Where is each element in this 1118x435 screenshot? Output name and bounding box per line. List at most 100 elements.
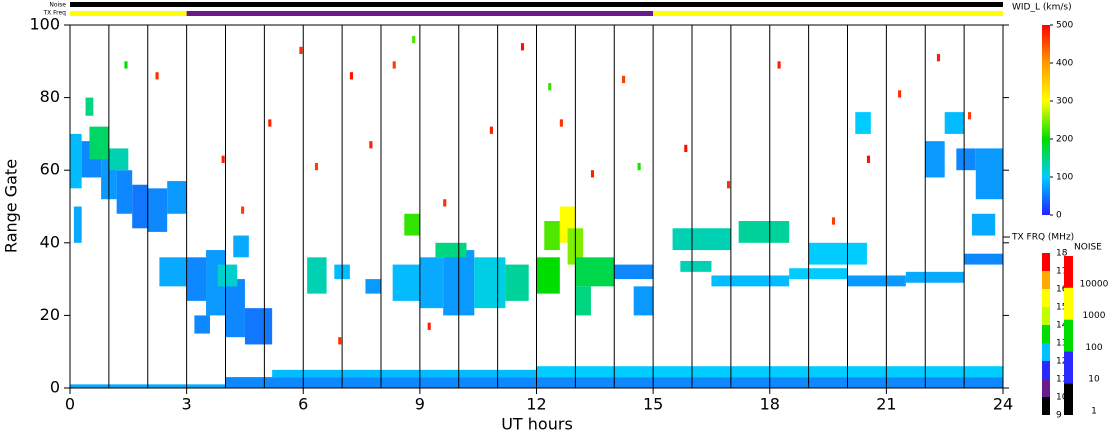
echo-cell	[73, 206, 82, 243]
x-axis-label: UT hours	[501, 415, 573, 434]
echo-cell	[221, 155, 225, 163]
tx-tick-label: 18	[1056, 249, 1068, 259]
echo-cell	[268, 119, 272, 127]
tx-band	[1042, 253, 1050, 271]
echo-cell	[412, 35, 416, 44]
x-tick-label: 21	[876, 395, 896, 414]
x-tick-label: 9	[415, 395, 425, 414]
echo-cell	[194, 315, 210, 334]
echo-cell	[419, 257, 444, 309]
echo-cell	[147, 188, 168, 232]
tx-band	[1042, 343, 1050, 361]
echo-cell	[590, 170, 595, 178]
echo-cell	[633, 286, 654, 316]
echo-cell	[217, 264, 238, 287]
y-tick-label: 40	[40, 232, 60, 251]
echo-cell	[575, 257, 615, 287]
tx-tick-label: 17	[1056, 267, 1067, 277]
echo-cell	[544, 221, 560, 251]
echo-cell	[116, 170, 133, 214]
x-tick-label: 24	[993, 395, 1013, 414]
tx-tick-label: 16	[1056, 285, 1068, 295]
echo-cell	[299, 46, 303, 55]
echo-cell	[944, 112, 965, 134]
noise-band	[1064, 319, 1073, 352]
tx-segment	[186, 11, 654, 16]
echo-cell	[831, 217, 836, 225]
echo-cell	[936, 54, 941, 62]
y-tick-label: 20	[40, 305, 60, 324]
echo-cell	[272, 369, 537, 378]
noise-band	[1064, 287, 1073, 320]
tx-tick-label: 10	[1056, 393, 1068, 403]
echo-cell	[808, 242, 867, 265]
echo-cell	[726, 181, 731, 189]
echo-cell	[971, 213, 996, 236]
noise-band	[1064, 383, 1073, 415]
noise-tick-label: 10000	[1080, 279, 1109, 289]
noise-segment	[70, 2, 1003, 7]
y-tick-label: 0	[50, 378, 60, 397]
noise-tick-label: 100	[1085, 343, 1102, 353]
echo-cell	[575, 286, 591, 316]
echo-cell	[925, 141, 945, 178]
echo-cell	[435, 242, 467, 258]
y-tick-label: 60	[40, 160, 60, 179]
echo-cell	[241, 206, 245, 214]
tx-tick-label: 9	[1056, 411, 1062, 421]
echo-cell	[855, 112, 871, 134]
echo-cell	[520, 43, 525, 51]
echo-cell	[365, 279, 381, 294]
echo-cell	[711, 275, 790, 287]
echo-cell	[159, 257, 187, 287]
echo-cell	[314, 162, 319, 171]
tx-tick-label: 12	[1056, 357, 1067, 367]
echo-cell	[637, 162, 641, 171]
tx-segment	[653, 11, 1003, 16]
echo-cell	[847, 275, 906, 287]
echo-cell	[392, 264, 420, 301]
x-tick-label: 0	[65, 395, 75, 414]
echo-cell	[307, 257, 327, 294]
echo-cell	[132, 184, 148, 229]
noise-tick-label: 1000	[1083, 311, 1106, 321]
echo-cell	[622, 75, 626, 84]
echo-cell	[738, 221, 790, 243]
y-tick-label: 80	[40, 87, 60, 106]
echo-cell	[672, 228, 731, 251]
x-tick-label: 6	[298, 395, 308, 414]
echo-cell	[155, 72, 159, 80]
echo-cell	[167, 181, 187, 214]
noise-scale-label: NOISE	[1074, 243, 1102, 253]
echo-cell	[404, 213, 420, 236]
echo-cell	[866, 155, 871, 163]
echo-cell	[108, 148, 129, 171]
colorbar-tick-label: 0	[1056, 211, 1062, 221]
tx-segment	[70, 11, 187, 16]
echo-cell	[70, 133, 82, 189]
x-tick-label: 12	[526, 395, 546, 414]
echo-cell	[614, 264, 654, 280]
echo-cell	[505, 264, 529, 301]
tx-bar-label: TX Freq	[42, 10, 66, 17]
tx-band	[1042, 271, 1050, 289]
noise-band	[1064, 256, 1073, 288]
noise-bar-label: Noise	[49, 2, 66, 9]
colorbar-tick-label: 400	[1056, 59, 1073, 69]
tx-tick-label: 13	[1056, 339, 1067, 349]
echo-cell	[233, 235, 249, 258]
tx-tick-label: 15	[1056, 303, 1067, 313]
echo-cell	[898, 90, 902, 98]
echo-cell	[392, 61, 396, 69]
noise-tick-label: 10	[1088, 375, 1100, 385]
echo-cell	[244, 308, 273, 345]
colorbar-tick-label: 500	[1056, 21, 1073, 31]
echo-cell	[559, 119, 563, 127]
echo-cell	[905, 271, 965, 283]
echo-cell	[680, 260, 712, 272]
colorbar-label: WID_L (km/s)	[1012, 3, 1072, 13]
echo-cell	[684, 144, 688, 153]
tx-band	[1042, 289, 1050, 307]
echo-cell	[968, 112, 972, 120]
